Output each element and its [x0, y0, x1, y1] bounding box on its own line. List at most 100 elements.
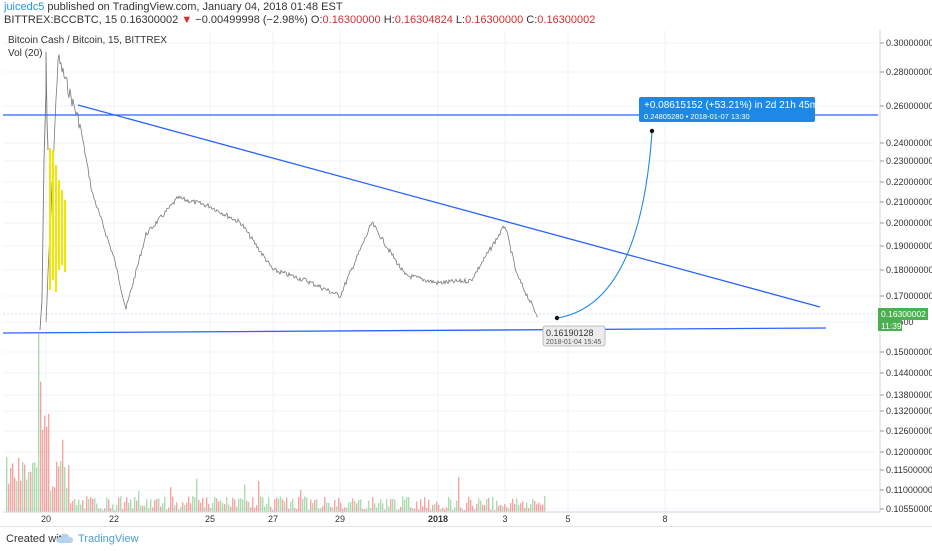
volume-bar: [536, 504, 538, 512]
price-change: −0.00499998 (−2.98%): [195, 14, 308, 26]
volume-bar: [392, 498, 394, 512]
volume-bar: [388, 506, 390, 512]
volume-bar: [250, 507, 252, 512]
volume-bar: [446, 507, 448, 512]
volume-bar: [300, 490, 302, 512]
volume-bar: [72, 501, 74, 512]
projection-curve: [556, 131, 653, 319]
volume-bar: [408, 496, 410, 512]
volume-bar: [200, 502, 202, 512]
volume-bar: [516, 498, 518, 512]
price-axis-label: 0.19000000: [886, 241, 932, 251]
volume-bar: [14, 478, 16, 512]
price-axis[interactable]: 0.30000000 0.28000000 0.26000000 0.24000000…: [879, 30, 932, 514]
volume-bar: [528, 508, 530, 512]
volume-bar: [98, 508, 100, 512]
symbol-label: BITTREX:BCCBTC, 15: [4, 14, 118, 26]
volume-bar: [206, 497, 208, 512]
volume-bar: [442, 507, 444, 512]
volume-bar: [512, 498, 514, 512]
volume-bar: [316, 499, 318, 512]
volume-bar: [112, 504, 114, 512]
volume-bar: [414, 508, 416, 512]
volume-bar: [434, 504, 436, 512]
volume-bar: [308, 509, 310, 512]
volume-bar: [284, 501, 286, 512]
open-label: O:: [310, 14, 323, 26]
close-label: C:: [526, 14, 538, 26]
volume-bar: [202, 497, 204, 512]
volume-bar: [228, 504, 230, 512]
volume-bar: [10, 467, 12, 512]
volume-bar: [74, 498, 76, 512]
volume-bar: [542, 504, 544, 512]
legend-title: Bitcoin Cash / Bitcoin, 15, BITTREX: [8, 35, 167, 46]
volume-bar: [170, 487, 172, 512]
projection-target-text: 0.24805280 • 2018-01-07 13:30: [644, 112, 750, 121]
volume-bar: [158, 498, 160, 512]
volume-bar: [42, 429, 44, 512]
chart-canvas[interactable]: Bitcoin Cash / Bitcoin, 15, BITTREX Vol …: [0, 26, 932, 524]
volume-bar: [488, 497, 490, 512]
tradingview-brand[interactable]: TradingView: [78, 533, 139, 545]
price-axis-label: 0.22000000: [886, 177, 932, 187]
volume-bar: [326, 502, 328, 512]
volume-bar: [204, 507, 206, 512]
launch-spike: [39, 51, 49, 331]
volume-bar: [432, 504, 434, 512]
volume-bar: [478, 498, 480, 512]
volume-bar: [404, 499, 406, 512]
volume-bar: [338, 497, 340, 512]
volume-bar: [514, 503, 516, 512]
grid: [3, 30, 878, 512]
volume-bar: [194, 497, 196, 512]
price-axis-label: 0.12000000: [886, 447, 932, 457]
volume-bar: [428, 499, 430, 512]
time-axis-label: 22: [109, 514, 119, 524]
volume-bar: [50, 490, 52, 512]
volume-bar: [110, 508, 112, 512]
volume-bar: [182, 502, 184, 512]
close-value: 0.16300002: [537, 14, 596, 26]
price-axis-label: 0.26000000: [886, 101, 932, 111]
author-link[interactable]: juicedc5: [4, 1, 45, 13]
volume-bar: [424, 497, 426, 512]
volume-bar: [390, 499, 392, 512]
volume-bar: [262, 497, 264, 512]
volume-bar: [322, 506, 324, 512]
price-axis-label: 0.12600000: [886, 426, 932, 436]
price-axis-label: 0.30000000: [886, 38, 932, 48]
volume-bar: [22, 462, 24, 512]
down-arrow-icon: ▼: [181, 14, 193, 26]
volume-bar: [38, 333, 40, 512]
volume-bar: [208, 504, 210, 512]
price-axis-label: 0.17000000: [886, 291, 932, 301]
volume-bar: [422, 506, 424, 512]
volume-bar: [356, 503, 358, 512]
volume-bar: [8, 483, 10, 512]
volume-bar: [118, 497, 120, 512]
volume-bar: [496, 500, 498, 512]
volume-bar: [94, 498, 96, 512]
volume-bar: [140, 505, 142, 512]
open-value: 0.16300000: [322, 14, 381, 26]
volume-bar: [464, 509, 466, 512]
volume-bar: [134, 496, 136, 512]
volume-bar: [120, 496, 122, 512]
drawings[interactable]: [2, 104, 878, 334]
volume-bar: [280, 496, 282, 512]
support-line: [2, 327, 827, 334]
volume-bar: [430, 509, 432, 512]
price-axis-label: 0.18000000: [886, 265, 932, 275]
volume-bar: [234, 499, 236, 512]
volume-bar: [188, 496, 190, 512]
volume-bar: [348, 502, 350, 512]
volume-bar: [196, 478, 198, 512]
time-axis[interactable]: 20 22 25 27 29 2018 3 5 8: [3, 511, 880, 524]
volume-bar: [416, 501, 418, 512]
volume-bar: [174, 505, 176, 512]
current-price-tag-text: 0.16300002: [881, 309, 926, 319]
volume-bar: [192, 496, 194, 512]
price-axis-label: 0.11500000: [886, 465, 932, 475]
volume-bar: [28, 471, 30, 512]
